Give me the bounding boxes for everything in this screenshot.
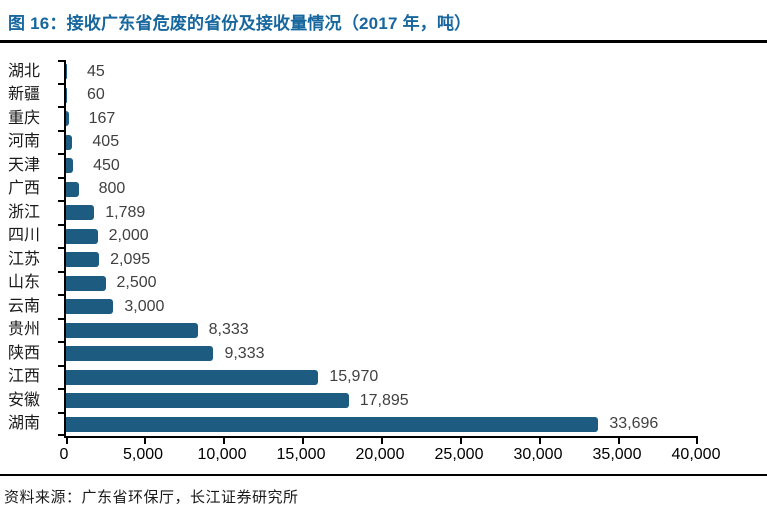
y-axis-tick (58, 411, 64, 414)
x-axis-tick-label: 15,000 (276, 446, 326, 463)
y-axis-tick (58, 60, 64, 62)
y-axis-tick (58, 294, 64, 296)
y-axis-tick (58, 153, 64, 155)
bar (66, 87, 67, 103)
category-label: 山东 (8, 274, 41, 292)
x-axis-tick-label: 30,000 (513, 446, 563, 463)
x-axis-tick-label: 25,000 (434, 446, 484, 463)
x-axis-labels: 0 5,000 10,000 15,000 20,000 25,000 30,000 35,0… (60, 446, 721, 467)
value-label: 1,789 (105, 203, 146, 221)
y-axis-tick (58, 270, 64, 273)
x-axis-tick-label: 20,000 (355, 446, 405, 463)
bar (66, 346, 214, 362)
category-label: 湖南 (8, 415, 41, 433)
bar (66, 252, 100, 268)
bar (66, 228, 98, 244)
category-label: 四川 (8, 227, 41, 245)
bar (66, 64, 67, 80)
y-axis-tick (58, 388, 64, 390)
value-label: 800 (98, 180, 126, 198)
value-label: 60 (87, 86, 105, 104)
x-axis-tick (460, 438, 462, 444)
y-axis-tick (58, 364, 64, 367)
x-axis-tick-label: 40,000 (671, 446, 721, 463)
x-axis-tick-label: 5,000 (122, 446, 164, 463)
y-axis-labels: 湖北新疆重庆河南天津广西浙江四川江苏山东云南贵州陕西江西安徽湖南 (0, 60, 64, 436)
bar (66, 158, 74, 174)
category-label: 江苏 (8, 250, 41, 268)
category-label: 浙江 (8, 203, 41, 221)
value-label: 15,970 (329, 368, 379, 386)
category-label: 贵州 (8, 321, 41, 339)
bar (66, 181, 79, 197)
bar (66, 134, 73, 150)
category-label: 江西 (8, 368, 41, 386)
value-label: 167 (88, 109, 116, 127)
y-axis-tick (58, 434, 64, 436)
value-label: 450 (93, 156, 120, 174)
x-axis-tick (696, 438, 698, 444)
value-label: 405 (92, 133, 120, 151)
y-axis-tick (58, 341, 64, 343)
y-axis-tick (58, 200, 64, 202)
x-axis-tick (223, 438, 225, 444)
category-label: 陕西 (8, 344, 41, 362)
category-label: 新疆 (8, 86, 41, 104)
value-label: 2,500 (116, 274, 157, 292)
category-label: 重庆 (8, 109, 41, 127)
category-label: 河南 (8, 133, 41, 151)
value-label: 9,333 (224, 344, 265, 362)
title-divider (0, 40, 767, 43)
y-axis-tick (58, 82, 64, 85)
x-axis-tick (381, 438, 383, 444)
value-label: 8,333 (208, 321, 249, 339)
y-axis-tick (58, 317, 64, 320)
category-label: 云南 (8, 297, 41, 315)
category-label: 安徽 (8, 391, 41, 409)
x-axis-tick (66, 438, 68, 444)
plot-area: 45 60 167 405 450 800 1,789 2,000 2,095 2,500 3,00… (58, 60, 698, 444)
bar (66, 369, 319, 385)
y-axis-tick (58, 223, 64, 226)
value-label: 2,095 (110, 250, 151, 268)
plot-wrapper: 45 60 167 405 450 800 1,789 2,000 2,095 2,500 3,00… (58, 60, 721, 467)
x-axis-tick-label: 35,000 (592, 446, 642, 463)
x-axis-tick (144, 438, 146, 444)
bar (66, 275, 106, 291)
category-label: 湖北 (8, 62, 41, 80)
bar (66, 393, 349, 409)
value-label: 45 (87, 62, 105, 80)
x-axis-tick-label: 0 (59, 446, 69, 463)
y-axis-tick (58, 176, 64, 179)
bar (66, 111, 69, 127)
x-axis-tick (618, 438, 620, 444)
bar (66, 416, 599, 432)
value-label: 17,895 (359, 391, 409, 409)
footer-divider (0, 474, 767, 476)
category-label: 天津 (8, 156, 41, 174)
y-axis-tick (58, 247, 64, 249)
y-axis-tick (58, 106, 64, 108)
category-label: 广西 (8, 180, 41, 198)
value-label: 2,000 (108, 227, 149, 245)
bar (66, 322, 198, 338)
source-note: 资料来源：广东省环保厅，长江证券研究所 (4, 489, 299, 506)
value-label: 33,696 (609, 415, 659, 433)
value-label: 3,000 (124, 297, 165, 315)
x-axis-tick-label: 10,000 (197, 446, 247, 463)
x-axis-tick (302, 438, 304, 444)
bar-chart: 湖北新疆重庆河南天津广西浙江四川江苏山东云南贵州陕西江西安徽湖南 45 60 167… (0, 60, 767, 467)
bar (66, 299, 114, 315)
bar (66, 205, 95, 221)
figure-title: 图 16：接收广东省危废的省份及接收量情况（2017 年，吨） (8, 14, 472, 33)
y-axis-tick (58, 129, 64, 132)
x-axis-tick (539, 438, 541, 444)
